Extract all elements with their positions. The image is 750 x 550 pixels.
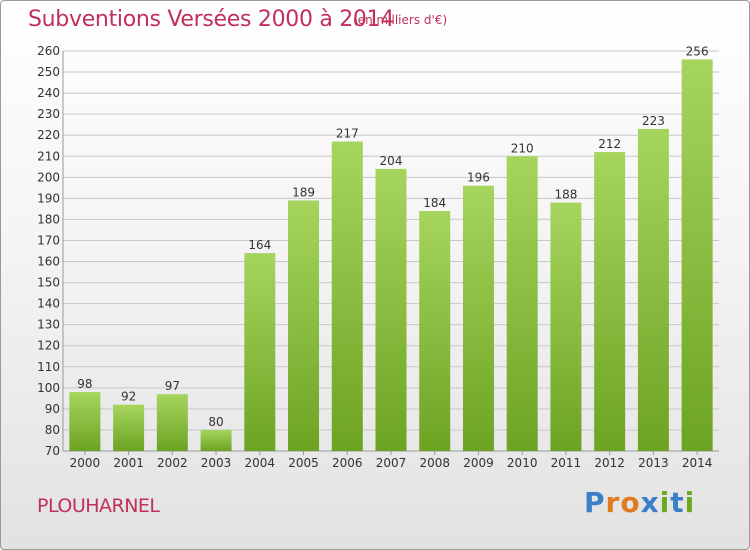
x-tick-label: 2000 — [70, 456, 101, 470]
bar — [375, 168, 407, 452]
bar — [550, 202, 582, 451]
logo-letter: P — [584, 486, 606, 519]
commune-name: PLOUHARNEL — [37, 495, 160, 517]
y-tick-label: 190 — [37, 191, 60, 205]
value-label: 184 — [423, 196, 446, 210]
x-tick-label: 2011 — [551, 456, 582, 470]
y-tick-label: 140 — [37, 297, 60, 311]
y-tick-label: 80 — [45, 423, 60, 437]
value-label: 210 — [511, 141, 534, 155]
value-label: 188 — [554, 188, 577, 202]
value-label: 256 — [686, 44, 709, 58]
y-tick-label: 100 — [37, 381, 60, 395]
x-tick-label: 2009 — [463, 456, 494, 470]
y-tick-label: 220 — [37, 128, 60, 142]
logo-letter: x — [640, 486, 660, 519]
y-tick-label: 250 — [37, 65, 60, 79]
x-tick-label: 2007 — [376, 456, 407, 470]
y-tick-label: 210 — [37, 149, 60, 163]
logo-letter: i — [684, 486, 696, 519]
bar — [200, 429, 232, 451]
y-tick-label: 160 — [37, 255, 60, 269]
y-tick-label: 70 — [45, 444, 60, 458]
bar — [681, 59, 713, 451]
x-tick-label: 2005 — [288, 456, 319, 470]
bar — [244, 253, 276, 451]
y-tick-label: 170 — [37, 233, 60, 247]
value-label: 98 — [77, 377, 92, 391]
y-tick-label: 180 — [37, 212, 60, 226]
value-label: 204 — [380, 154, 403, 168]
logo-letter: i — [659, 486, 671, 519]
value-label: 97 — [165, 379, 180, 393]
bar — [156, 394, 188, 451]
value-label: 196 — [467, 171, 490, 185]
x-tick-label: 2006 — [332, 456, 363, 470]
value-label: 189 — [292, 185, 315, 199]
y-tick-label: 130 — [37, 318, 60, 332]
y-tick-label: 230 — [37, 107, 60, 121]
value-label: 217 — [336, 127, 359, 141]
bar — [419, 211, 451, 451]
bar — [69, 392, 101, 451]
value-label: 92 — [121, 390, 136, 404]
logo-letter: o — [620, 486, 641, 519]
chart-unit-note: (en milliers d'€) — [353, 13, 448, 27]
x-tick-label: 2012 — [594, 456, 625, 470]
y-tick-label: 240 — [37, 86, 60, 100]
bar — [113, 404, 145, 451]
y-tick-label: 110 — [37, 360, 60, 374]
x-tick-label: 2014 — [682, 456, 713, 470]
bar — [462, 185, 494, 451]
bar — [594, 152, 626, 452]
x-tick-label: 2013 — [638, 456, 669, 470]
y-tick-label: 150 — [37, 276, 60, 290]
bar — [506, 156, 538, 451]
value-label: 80 — [208, 415, 223, 429]
bar — [637, 128, 669, 451]
y-tick-label: 90 — [45, 402, 60, 416]
y-tick-label: 260 — [37, 44, 60, 58]
value-label: 164 — [248, 238, 271, 252]
bar — [331, 141, 363, 452]
value-label: 223 — [642, 114, 665, 128]
y-tick-label: 200 — [37, 170, 60, 184]
bar — [288, 200, 320, 451]
value-label: 212 — [598, 137, 621, 151]
x-tick-label: 2008 — [419, 456, 450, 470]
chart-title: Subventions Versées 2000 à 2014 — [28, 7, 395, 32]
proxiti-logo: Proxiti — [584, 486, 695, 519]
x-tick-label: 2001 — [113, 456, 144, 470]
logo-letter: t — [670, 486, 685, 519]
y-tick-label: 120 — [37, 339, 60, 353]
x-tick-label: 2002 — [157, 456, 188, 470]
x-tick-label: 2004 — [245, 456, 276, 470]
x-tick-label: 2010 — [507, 456, 538, 470]
logo-letter: r — [605, 486, 621, 519]
x-tick-label: 2003 — [201, 456, 232, 470]
